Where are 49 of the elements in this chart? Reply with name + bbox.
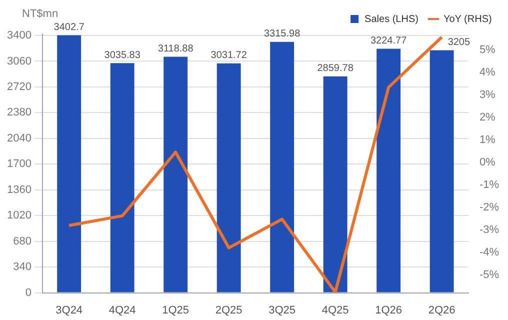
- y-axis-title: NT$mn: [22, 8, 58, 20]
- y-tick-label: 2720: [6, 81, 32, 93]
- bar: [164, 56, 188, 292]
- data-label: 3035.83: [104, 50, 141, 61]
- y2-tick-label: 3%: [479, 88, 496, 101]
- y2-tick-label: 4%: [479, 66, 496, 78]
- legend-label: YoY (RHS): [443, 14, 492, 25]
- y2-tick-label: -5%: [479, 268, 500, 281]
- y-tick-label: 3400: [6, 30, 32, 42]
- y-tick-label: 340: [13, 261, 32, 274]
- data-label: 3205: [448, 37, 470, 48]
- legend-label: Sales (LHS): [364, 14, 418, 25]
- x-tick-label: 2Q26: [428, 304, 456, 316]
- data-label: 3402.7: [54, 22, 85, 34]
- x-tick-label: 1Q25: [162, 304, 190, 316]
- x-tick-label: 1Q26: [375, 304, 402, 316]
- y-tick-label: 1020: [6, 210, 32, 222]
- bar: [323, 76, 348, 292]
- y2-tick-label: 0%: [479, 156, 496, 168]
- x-tick-label: 3Q25: [268, 304, 296, 316]
- y2-tick-label: -4%: [479, 246, 500, 258]
- x-tick-label: 4Q24: [108, 304, 136, 316]
- bar: [57, 35, 82, 292]
- y2-tick-label: 5%: [479, 44, 496, 56]
- y-tick-label: 3060: [6, 55, 32, 68]
- y-tick-label: 680: [13, 235, 32, 248]
- data-label: 3031.72: [210, 50, 248, 62]
- y2-tick-label: -3%: [479, 224, 500, 236]
- x-tick-label: 4Q25: [322, 304, 349, 316]
- y-tick-label: 0: [25, 286, 32, 299]
- y2-tick-label: -1%: [479, 178, 500, 191]
- data-label: 3224.77: [370, 36, 408, 47]
- y-tick-label: 2380: [6, 106, 32, 119]
- y-tick-label: 1700: [6, 158, 32, 170]
- y2-tick-label: 2%: [479, 111, 496, 124]
- data-label: 2859.78: [317, 63, 354, 74]
- bar: [216, 63, 241, 292]
- bar: [270, 42, 294, 292]
- y2-tick-label: 1%: [479, 134, 496, 146]
- data-label: 3118.88: [158, 44, 194, 55]
- x-tick-label: 2Q25: [215, 304, 242, 316]
- bar: [430, 50, 454, 292]
- y-tick-label: 1360: [6, 184, 32, 196]
- bar: [110, 63, 134, 292]
- y-tick-label: 2040: [6, 132, 32, 144]
- x-tick-label: 3Q24: [56, 304, 83, 316]
- y2-tick-label: -2%: [479, 201, 500, 214]
- data-label: 3315.98: [264, 28, 301, 40]
- bar: [376, 48, 401, 292]
